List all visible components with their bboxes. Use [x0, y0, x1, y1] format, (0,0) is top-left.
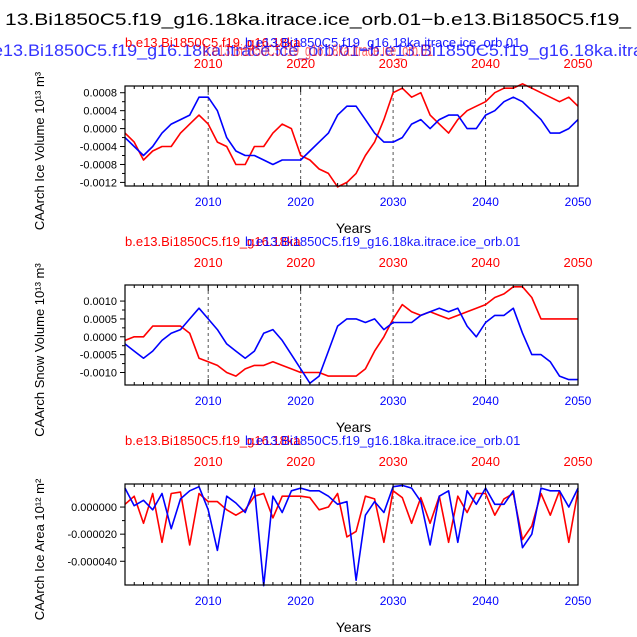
y-tick-label: -0.000020	[67, 529, 117, 541]
x-tick-label-top: 2010	[194, 56, 223, 71]
y-tick-label: 0.0005	[83, 314, 117, 326]
y-tick-label: 0.0000	[83, 124, 117, 136]
x-tick-label-bottom: 2030	[380, 594, 407, 608]
x-tick-label-top: 2030	[379, 56, 408, 71]
x-tick-label-top: 2030	[379, 255, 408, 270]
series-line	[124, 484, 579, 587]
x-axis-label: Years	[336, 419, 371, 435]
series-line	[124, 285, 578, 377]
y-tick-label: 0.000000	[71, 502, 117, 514]
x-tick-label-bottom: 2050	[565, 594, 592, 608]
plot-frame	[124, 85, 579, 187]
x-tick-label-bottom: 2010	[195, 594, 222, 608]
y-axis-label: CAArch Snow Volume 10¹³ m³	[32, 263, 47, 437]
chart-panel-2: b.e13.Bi1850C5.f19_g16.18kab.e13.Bi1850C…	[32, 234, 592, 437]
y-tick-label: 0.0008	[83, 88, 117, 100]
panel-title-red: b.e13.Bi1850C5.f19_g16.18ka	[125, 234, 301, 249]
chart-panel-1: b.e13.Bi1850C5.f19_g16.18kab.e13.Bi1850C…	[32, 35, 592, 236]
y-tick-label: -0.0010	[80, 368, 117, 380]
x-tick-label-top: 2050	[564, 454, 593, 469]
x-tick-label-bottom: 2020	[287, 195, 314, 209]
x-axis-label: Years	[336, 619, 371, 635]
panel-title-red: b.e13.Bi1850C5.f19_g16.18ka	[125, 35, 301, 50]
x-tick-label-top: 2020	[286, 56, 315, 71]
x-tick-label-top: 2010	[194, 454, 223, 469]
y-tick-label: -0.0008	[80, 159, 117, 171]
y-tick-label: -0.0012	[80, 177, 117, 189]
panel-title-red: b.e13.Bi1850C5.f19_g16.18ka	[125, 433, 301, 448]
panel-title-blue: b.e13.Bi1850C5.f19_g16.18ka.itrace.ice_o…	[245, 433, 520, 448]
x-tick-label-top: 2040	[471, 255, 500, 270]
series-line	[124, 96, 579, 166]
x-tick-label-bottom: 2050	[565, 195, 592, 209]
x-axis-label: Years	[336, 220, 371, 236]
x-tick-label-bottom: 2030	[380, 195, 407, 209]
x-tick-label-bottom: 2010	[195, 195, 222, 209]
x-tick-label-top: 2050	[564, 255, 593, 270]
y-tick-label: 0.0004	[83, 106, 117, 118]
x-tick-label-bottom: 2040	[472, 195, 499, 209]
chart-panel-3: b.e13.Bi1850C5.f19_g16.18kab.e13.Bi1850C…	[32, 433, 592, 635]
x-tick-label-bottom: 2020	[287, 594, 314, 608]
x-tick-label-top: 2030	[379, 454, 408, 469]
x-tick-label-top: 2020	[286, 454, 315, 469]
x-tick-label-bottom: 2030	[380, 394, 407, 408]
x-tick-label-top: 2040	[471, 56, 500, 71]
x-tick-label-bottom: 2040	[472, 594, 499, 608]
series-line	[124, 83, 579, 188]
series-line	[124, 307, 578, 385]
y-tick-label: 0.0010	[83, 296, 117, 308]
x-tick-label-top: 2040	[471, 454, 500, 469]
x-tick-label-top: 2020	[286, 255, 315, 270]
panel-title-blue: b.e13.Bi1850C5.f19_g16.18ka.itrace.ice_o…	[245, 35, 520, 50]
y-tick-label: -0.0004	[80, 142, 117, 154]
x-tick-label-bottom: 2040	[472, 394, 499, 408]
panel-title-blue: b.e13.Bi1850C5.f19_g16.18ka.itrace.ice_o…	[245, 234, 520, 249]
figure-title-blue: e13.Bi1850C5.f19_g16.18ka.itrace.ice_orb…	[0, 41, 637, 60]
y-tick-label: -0.000040	[67, 556, 117, 568]
figure-title-red: b.e13.Bi1850C5.f19_g16.18ka.itrace.ice_o…	[203, 41, 433, 60]
y-axis-label: CAArch Ice Volume 10¹³ m³	[32, 71, 47, 230]
x-tick-label-bottom: 2010	[195, 394, 222, 408]
plot-frame	[124, 284, 579, 386]
y-tick-label: -0.0005	[80, 350, 117, 362]
x-tick-label-bottom: 2020	[287, 394, 314, 408]
figure-title-black: 13.Bi1850C5.f19_g16.18ka.itrace.ice_orb.…	[5, 10, 632, 29]
x-tick-label-top: 2010	[194, 255, 223, 270]
x-tick-label-bottom: 2050	[565, 394, 592, 408]
x-tick-label-top: 2050	[564, 56, 593, 71]
y-tick-label: 0.0000	[83, 332, 117, 344]
y-axis-label: CAArch Ice Area 10¹² m²	[32, 478, 47, 620]
